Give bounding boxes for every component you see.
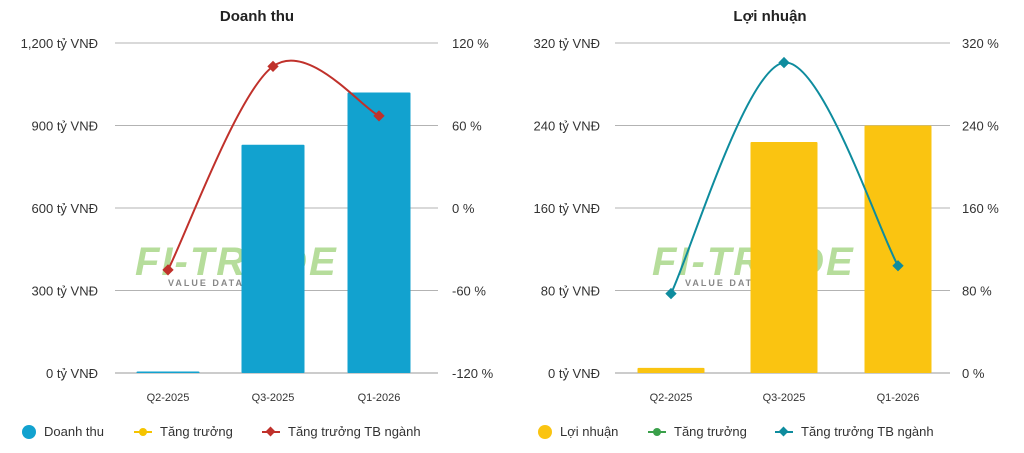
legend-label-growth: Tăng trưởng	[160, 424, 233, 439]
revenue-legend: Doanh thu Tăng trưởng Tăng trưởng TB ngà…	[0, 424, 512, 448]
legend-marker-industry-growth	[775, 426, 793, 436]
x-tick-label: Q3-2025	[252, 392, 295, 404]
revenue-chart: Doanh thu 0 tỷ VNĐ -120 % 300 tỷ VNĐ -60 % 60…	[21, 8, 494, 404]
y-tick-label: 600 tỷ VNĐ	[32, 201, 98, 216]
profit-chart-panel: FI-TRADE VALUE DATA · INVEST Lợi nhuận0 …	[512, 0, 1024, 453]
growth-point	[892, 260, 904, 272]
growth-line	[167, 59, 380, 271]
bar	[750, 142, 818, 373]
y-tick-label: 0 tỷ VNĐ	[46, 366, 98, 381]
legend-label-industry-growth: Tăng trưởng TB ngành	[288, 424, 421, 439]
bar	[347, 92, 411, 373]
x-tick-label: Q2-2025	[650, 392, 693, 404]
y2-tick-label: -120 %	[452, 366, 494, 381]
growth-point	[665, 287, 677, 300]
y2-tick-label: 80 %	[962, 284, 992, 299]
profit-chart: Lợi nhuận 0 tỷ VNĐ 0 % 80 tỷ VNĐ 80 % 160 tỷ …	[534, 8, 1000, 404]
legend-marker-growth	[134, 427, 152, 436]
legend-marker-revenue	[22, 424, 36, 439]
bar	[241, 144, 305, 373]
legend-item-revenue[interactable]: Doanh thu	[22, 424, 104, 439]
x-tick-label: Q3-2025	[763, 392, 806, 404]
legend-item-growth[interactable]: Tăng trưởng	[648, 424, 747, 439]
legend-marker-industry-growth	[262, 426, 280, 436]
y-tick-label: 320 tỷ VNĐ	[534, 36, 600, 51]
y-tick-label: 160 tỷ VNĐ	[534, 201, 600, 216]
y2-tick-label: -60 %	[452, 284, 486, 299]
legend-item-profit[interactable]: Lợi nhuận	[538, 424, 618, 439]
y-tick-label: 80 tỷ VNĐ	[541, 284, 600, 299]
legend-marker-profit	[538, 424, 552, 439]
y2-tick-label: 0 %	[452, 201, 475, 216]
bar	[637, 367, 705, 373]
x-tick-label: Q1-2026	[358, 392, 401, 404]
legend-item-growth[interactable]: Tăng trưởng	[134, 424, 233, 439]
y2-tick-label: 60 %	[452, 119, 482, 134]
legend-label-industry-growth: Tăng trưởng TB ngành	[801, 424, 934, 439]
legend-label-revenue: Doanh thu	[44, 424, 104, 439]
y-tick-label: 240 tỷ VNĐ	[534, 119, 600, 134]
chart-title: Lợi nhuận	[733, 8, 806, 25]
watermark-tagline: VALUE DATA · INVEST	[168, 278, 303, 288]
legend-item-industry-growth[interactable]: Tăng trưởng TB ngành	[262, 424, 421, 439]
x-tick-label: Q1-2026	[877, 392, 920, 404]
legend-marker-growth	[648, 427, 666, 436]
y-tick-label: 1,200 tỷ VNĐ	[21, 36, 98, 51]
y-tick-label: 0 tỷ VNĐ	[548, 366, 600, 381]
y2-tick-label: 0 %	[962, 366, 985, 381]
growth-point	[162, 264, 174, 276]
y-tick-label: 900 tỷ VNĐ	[32, 119, 98, 134]
legend-label-growth: Tăng trưởng	[674, 424, 747, 439]
chart-title: Doanh thu	[220, 8, 294, 25]
y-tick-label: 300 tỷ VNĐ	[32, 284, 98, 299]
y2-tick-label: 240 %	[962, 119, 999, 134]
y2-tick-label: 160 %	[962, 201, 999, 216]
y2-tick-label: 320 %	[962, 36, 999, 51]
bar	[136, 371, 200, 373]
y2-tick-label: 120 %	[452, 36, 489, 51]
profit-legend: Lợi nhuận Tăng trưởng Tăng trưởng TB ngà…	[512, 424, 1024, 448]
revenue-chart-panel: FI-TRADE VALUE DATA · INVEST Doanh thu 0 …	[0, 8, 512, 448]
bar	[864, 125, 932, 373]
legend-label-profit: Lợi nhuận	[560, 424, 619, 439]
growth-point	[778, 56, 790, 69]
x-tick-label: Q2-2025	[147, 392, 190, 404]
legend-item-industry-growth[interactable]: Tăng trưởng TB ngành	[775, 424, 934, 439]
